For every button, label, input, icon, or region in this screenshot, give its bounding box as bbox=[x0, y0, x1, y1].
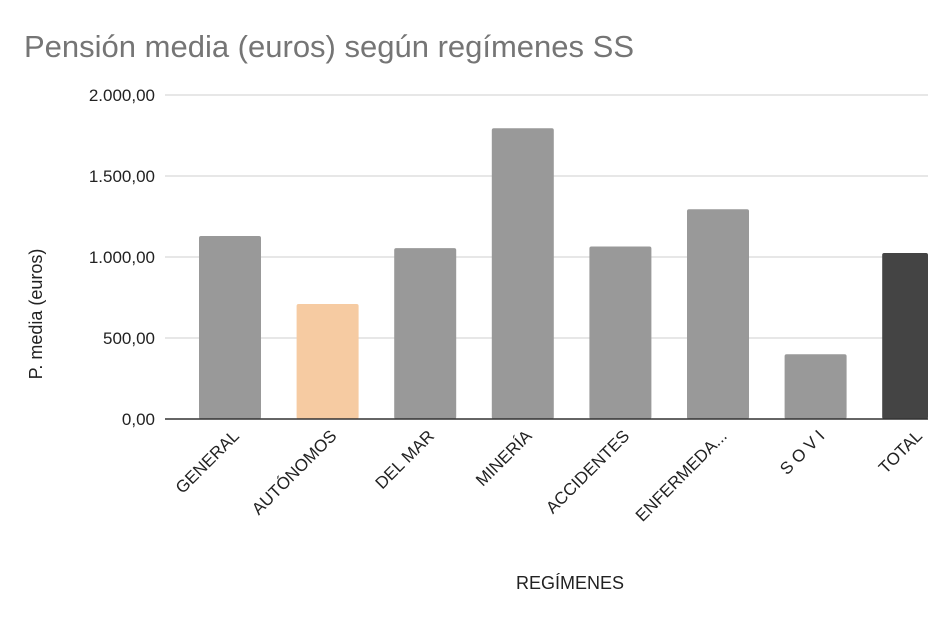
bar bbox=[394, 248, 457, 419]
bars bbox=[199, 128, 928, 419]
y-tick-label: 1.500,00 bbox=[89, 167, 155, 186]
x-tick-label: ENFERMEDA... bbox=[632, 426, 731, 525]
bar bbox=[296, 303, 359, 419]
bar bbox=[882, 252, 928, 419]
x-tick-label: AUTÓNOMOS bbox=[248, 426, 340, 518]
x-axis-label: REGÍMENES bbox=[516, 573, 624, 593]
x-tick-label: S O V I bbox=[776, 426, 828, 478]
x-tick-label: ACCIDENTES bbox=[542, 426, 633, 517]
y-axis-label: P. media (euros) bbox=[26, 249, 46, 380]
y-tick-label: 0,00 bbox=[122, 410, 155, 429]
x-tick-label: TOTAL bbox=[875, 426, 926, 477]
x-tick-label: MINERÍA bbox=[472, 426, 536, 490]
bar bbox=[687, 209, 749, 419]
bar bbox=[784, 354, 847, 419]
bar bbox=[491, 128, 554, 419]
y-tick-label: 1.000,00 bbox=[89, 248, 155, 267]
chart-title: Pensión media (euros) según regímenes SS bbox=[24, 29, 634, 64]
y-tick-label: 2.000,00 bbox=[89, 86, 155, 105]
bar bbox=[199, 235, 261, 419]
y-tick-label: 500,00 bbox=[103, 329, 155, 348]
x-axis-ticks: GENERAL AUTÓNOMOS DEL MAR MINERÍA ACCIDENTES… bbox=[172, 426, 926, 525]
bar bbox=[589, 246, 652, 419]
x-tick-label: DEL MAR bbox=[372, 426, 438, 492]
x-tick-label: GENERAL bbox=[172, 426, 243, 497]
y-axis-ticks: 0,00 500,00 1.000,00 1.500,00 2.000,00 bbox=[89, 86, 155, 429]
